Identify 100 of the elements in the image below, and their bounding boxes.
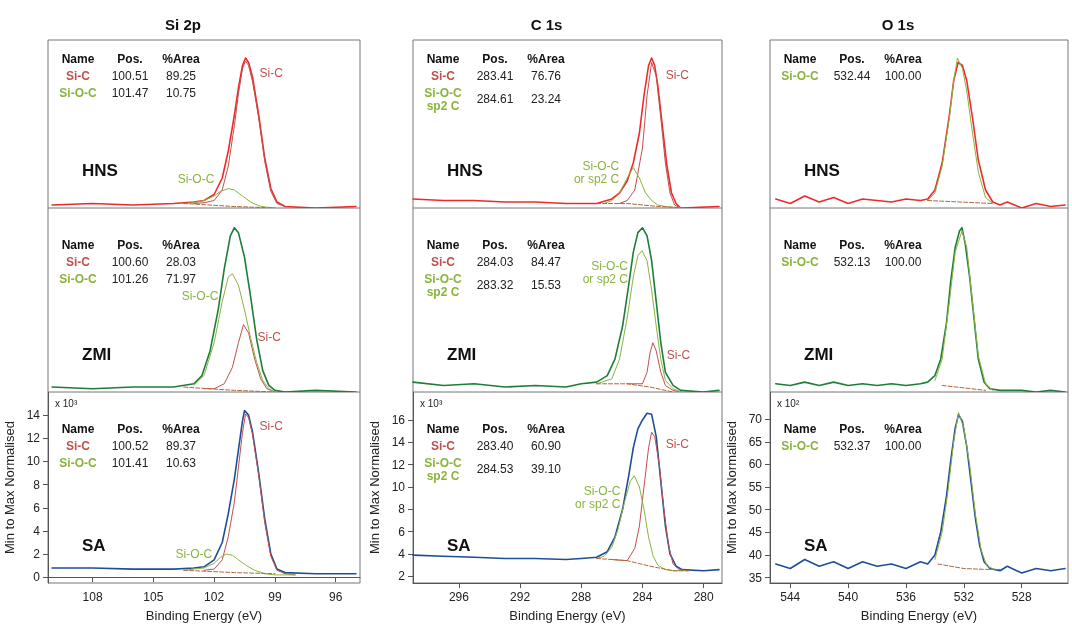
series-label: Si-O-C [177, 172, 215, 186]
y-tick-label: 14 [26, 408, 41, 423]
series-label: Si-O-C or sp2 C [582, 259, 629, 287]
annotation: Pos. [482, 51, 508, 66]
annotation: Si-C [66, 68, 91, 83]
x-tick-label: 99 [268, 590, 282, 604]
y-tick-label: 12 [26, 431, 41, 446]
y-tick-label: 16 [391, 412, 406, 427]
x-tick-label: 288 [571, 590, 592, 604]
annotation: 101.41 [111, 455, 149, 470]
x-tick-label: 96 [329, 590, 343, 604]
annotation: HNS [447, 161, 483, 180]
y-tick-label: 14 [391, 435, 406, 450]
y-tick-label: 8 [33, 477, 41, 492]
annotation: 532.44 [833, 68, 871, 83]
x-tick-label: 284 [632, 590, 653, 604]
annotation: Pos. [117, 421, 143, 436]
line-series [596, 557, 689, 572]
y-tick-label: 4 [33, 523, 41, 538]
annotation: Si-O-C [781, 68, 819, 83]
annotation: ZMI [82, 345, 112, 364]
annotation: Si-C [431, 254, 456, 269]
series-label: Si-O-C or sp2 C [574, 484, 621, 512]
y-tick-label: 0 [33, 570, 41, 585]
annotation: Si-O-C [781, 254, 819, 269]
x-tick-label: 544 [780, 590, 801, 604]
x-tick-label: 102 [204, 590, 225, 604]
x-tick-label: 528 [1011, 590, 1033, 604]
line-series [51, 409, 357, 575]
series-label: Si-O-C [181, 288, 219, 303]
y-tick-label: 70 [748, 412, 763, 427]
annotation: 71.97 [165, 271, 197, 286]
annotation: %Area [162, 51, 200, 66]
annotation: 532.37 [833, 438, 871, 453]
annotation: ZMI [804, 345, 834, 364]
annotation: 283.41 [476, 68, 514, 83]
y-tick-label: 2 [33, 547, 41, 562]
line-series [934, 411, 994, 570]
annotation: 100.51 [111, 68, 149, 83]
y-tick-label: 2 [398, 569, 406, 584]
annotation: Si-C [66, 438, 91, 453]
annotation: Pos. [839, 51, 865, 66]
annotation: 15.53 [530, 278, 562, 292]
annotation: %Area [162, 421, 200, 436]
annotation: x 10² [777, 397, 800, 409]
y-tick-label: 55 [748, 480, 763, 495]
annotation: 283.40 [476, 438, 514, 453]
annotation: 283.32 [476, 278, 514, 292]
annotation: Si-C [431, 68, 456, 83]
line-series [412, 412, 720, 572]
y-tick-label: 10 [391, 479, 406, 494]
series-label: Si-O-C or sp2 C [573, 158, 620, 186]
annotation: Pos. [482, 237, 508, 252]
annotation: Pos. [839, 237, 865, 252]
annotation: HNS [82, 161, 118, 180]
y-tick-label: 60 [748, 457, 763, 472]
annotation: Name [783, 51, 817, 66]
annotation: SA [804, 536, 828, 555]
annotation: 89.25 [165, 68, 197, 83]
series-label: Si-C [259, 66, 284, 80]
annotation: %Area [884, 51, 922, 66]
annotation: 76.76 [530, 68, 562, 83]
annotation: %Area [527, 237, 565, 252]
series-label: Si-C [259, 418, 284, 433]
annotation: Si-O-C [59, 85, 97, 100]
x-tick-label: 108 [82, 590, 103, 604]
annotation: 284.53 [476, 462, 514, 476]
annotation: 100.60 [111, 254, 149, 269]
chart-title: Si 2p [165, 16, 201, 33]
annotation: Si-O-C [59, 455, 97, 470]
annotation: 28.03 [165, 254, 197, 269]
annotation: Name [426, 421, 460, 436]
annotation: 39.10 [530, 462, 562, 476]
annotation: Pos. [482, 421, 508, 436]
annotation: 100.00 [884, 438, 922, 453]
annotation: 101.47 [111, 85, 149, 100]
annotation: 100.00 [884, 254, 922, 269]
y-tick-label: 6 [33, 500, 41, 515]
annotation: Si-O-C [59, 271, 97, 286]
annotation: %Area [162, 237, 200, 252]
annotation: SA [447, 536, 471, 555]
x-tick-label: 280 [693, 590, 714, 604]
annotation: Pos. [839, 421, 865, 436]
annotation: Name [783, 237, 817, 252]
annotation: 100.52 [111, 438, 149, 453]
annotation: 101.26 [111, 271, 149, 286]
annotation: Si-O-C sp2 C [424, 455, 462, 483]
annotation: %Area [884, 421, 922, 436]
line-series [774, 413, 1066, 574]
y-tick-label: 50 [748, 502, 763, 517]
annotation: Name [426, 51, 460, 66]
x-axis-title: Binding Energy (eV) [860, 608, 978, 623]
chart-title: C 1s [530, 16, 563, 33]
annotation: 89.37 [165, 438, 197, 453]
annotation: ZMI [447, 345, 477, 364]
y-axis-title: Min to Max Normalised [366, 421, 382, 554]
series-label: Si-C [666, 347, 691, 362]
annotation: x 10³ [420, 397, 443, 409]
annotation: x 10³ [55, 397, 78, 409]
y-axis-title: Min to Max Normalised [1, 421, 17, 554]
